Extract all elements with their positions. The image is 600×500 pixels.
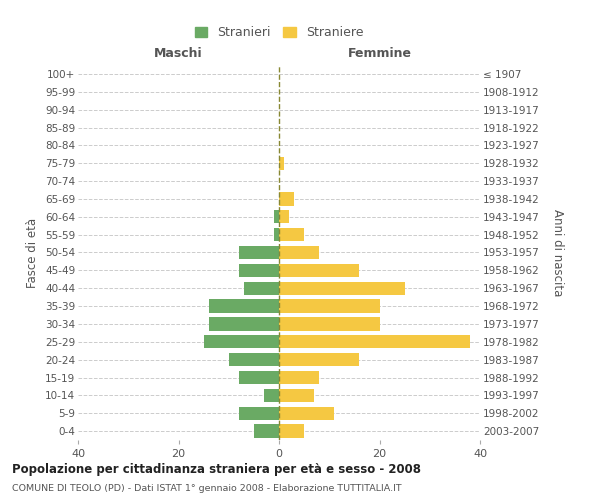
Bar: [239, 406, 279, 420]
Bar: [279, 156, 284, 170]
Bar: [239, 246, 279, 259]
Bar: [279, 228, 304, 241]
Bar: [279, 353, 359, 366]
Bar: [279, 246, 319, 259]
Bar: [279, 317, 380, 330]
Y-axis label: Fasce di età: Fasce di età: [26, 218, 40, 288]
Bar: [279, 406, 334, 420]
Text: Femmine: Femmine: [347, 46, 412, 60]
Bar: [279, 371, 319, 384]
Bar: [264, 388, 279, 402]
Bar: [244, 282, 279, 295]
Bar: [229, 353, 279, 366]
Bar: [209, 317, 279, 330]
Bar: [279, 210, 289, 224]
Bar: [279, 335, 470, 348]
Text: COMUNE DI TEOLO (PD) - Dati ISTAT 1° gennaio 2008 - Elaborazione TUTTITALIA.IT: COMUNE DI TEOLO (PD) - Dati ISTAT 1° gen…: [12, 484, 401, 493]
Legend: Stranieri, Straniere: Stranieri, Straniere: [191, 22, 367, 43]
Bar: [274, 228, 279, 241]
Y-axis label: Anni di nascita: Anni di nascita: [551, 209, 563, 296]
Text: Popolazione per cittadinanza straniera per età e sesso - 2008: Popolazione per cittadinanza straniera p…: [12, 462, 421, 475]
Bar: [279, 388, 314, 402]
Bar: [274, 210, 279, 224]
Bar: [279, 424, 304, 438]
Bar: [254, 424, 279, 438]
Bar: [209, 300, 279, 313]
Bar: [279, 264, 359, 277]
Text: Maschi: Maschi: [154, 46, 203, 60]
Bar: [203, 335, 279, 348]
Bar: [239, 371, 279, 384]
Bar: [279, 192, 294, 205]
Bar: [239, 264, 279, 277]
Bar: [279, 282, 404, 295]
Bar: [279, 300, 380, 313]
